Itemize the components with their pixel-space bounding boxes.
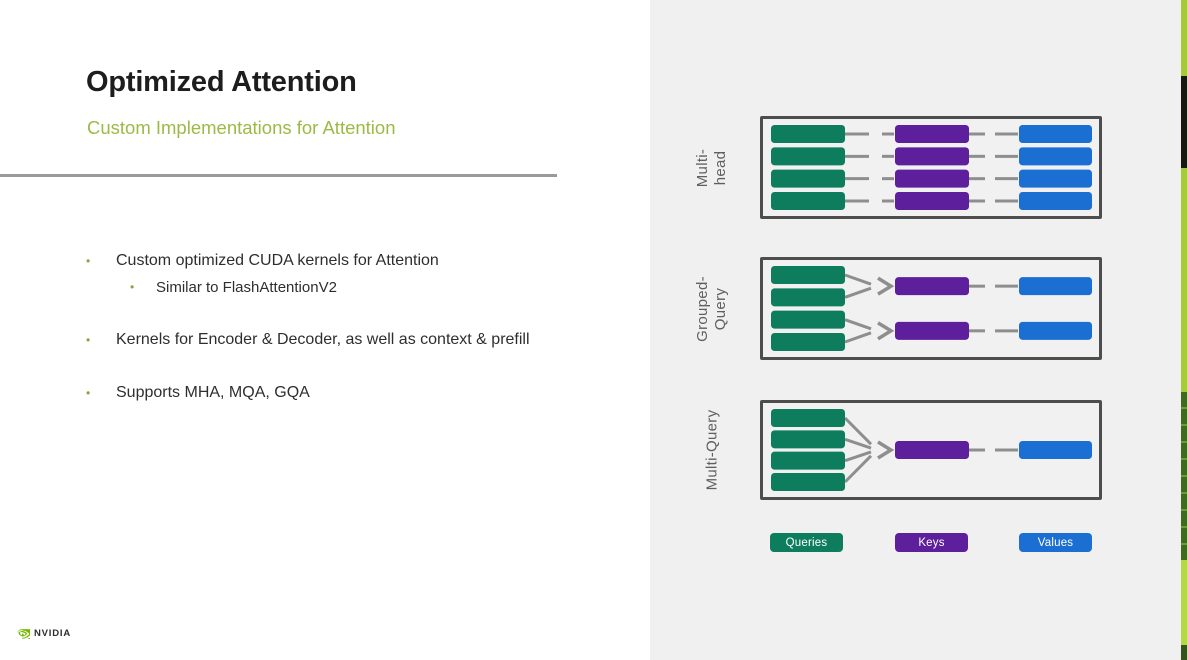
multi-query-box bbox=[760, 400, 1102, 500]
value-bar bbox=[1019, 147, 1092, 166]
query-bar bbox=[771, 430, 845, 449]
bullet-item: • Kernels for Encoder & Decoder, as well … bbox=[86, 330, 626, 350]
divider-line bbox=[0, 174, 557, 177]
diagram-row-multi-query: Multi-Query bbox=[650, 400, 1187, 500]
diagram-row-grouped-query: Grouped- Query bbox=[650, 257, 1187, 360]
legend-queries: Queries bbox=[770, 533, 843, 552]
legend-keys: Keys bbox=[895, 533, 968, 552]
multi-head-box bbox=[760, 116, 1102, 219]
bullet-list: • Custom optimized CUDA kernels for Atten… bbox=[86, 251, 626, 403]
query-bar bbox=[771, 473, 845, 491]
query-bar bbox=[771, 333, 845, 351]
key-bar bbox=[895, 147, 969, 166]
diagram-row-multi-head: Multi- head bbox=[650, 116, 1187, 219]
value-bar bbox=[1019, 169, 1092, 188]
key-bar bbox=[895, 125, 969, 143]
key-bar bbox=[895, 321, 969, 340]
query-bar bbox=[771, 266, 845, 284]
multi-head-diagram bbox=[771, 125, 1092, 210]
arrowhead bbox=[877, 276, 895, 296]
key-bar bbox=[895, 169, 969, 188]
diagram-label-multi-head: Multi- head bbox=[694, 148, 729, 187]
query-bar bbox=[771, 192, 845, 210]
nvidia-eye-icon bbox=[17, 628, 30, 639]
query-bar bbox=[771, 288, 845, 307]
bullet-text: Similar to FlashAttentionV2 bbox=[156, 279, 337, 296]
right-edge-decoration-segments bbox=[1181, 392, 1187, 560]
query-bar bbox=[771, 125, 845, 143]
arrowhead bbox=[877, 321, 895, 341]
legend-values: Values bbox=[1019, 533, 1092, 552]
nvidia-wordmark: NVIDIA bbox=[34, 628, 71, 639]
diagram-label-grouped-query: Grouped- Query bbox=[694, 275, 729, 342]
key-bar bbox=[895, 192, 969, 210]
diagram-label-wrap: Grouped- Query bbox=[668, 257, 756, 360]
query-bar bbox=[771, 147, 845, 166]
bullet-text: Kernels for Encoder & Decoder, as well a… bbox=[116, 331, 530, 348]
query-bar bbox=[771, 310, 845, 329]
bullet-marker: • bbox=[86, 333, 91, 347]
multi-query-diagram bbox=[771, 409, 1092, 491]
bullet-item: • Custom optimized CUDA kernels for Atten… bbox=[86, 251, 626, 271]
bullet-marker: • bbox=[130, 280, 135, 294]
query-bar bbox=[771, 451, 845, 470]
bullet-marker: • bbox=[86, 254, 91, 268]
value-bar bbox=[1019, 441, 1092, 459]
diagram-label-wrap: Multi- head bbox=[668, 116, 756, 219]
diagram-label-multi-query: Multi-Query bbox=[703, 409, 720, 491]
bullet-text: Custom optimized CUDA kernels for Attent… bbox=[116, 252, 439, 269]
arrowhead bbox=[877, 440, 895, 460]
value-bar bbox=[1019, 277, 1092, 296]
key-bar bbox=[895, 441, 969, 459]
value-bar bbox=[1019, 125, 1092, 143]
query-bar bbox=[771, 169, 845, 188]
grouped-query-box bbox=[760, 257, 1102, 360]
bullet-marker: • bbox=[86, 386, 91, 400]
page-title: Optimized Attention bbox=[86, 66, 357, 98]
slide-subtitle: Custom Implementations for Attention bbox=[87, 117, 396, 138]
nvidia-logo: NVIDIA bbox=[17, 628, 71, 639]
grouped-query-diagram bbox=[771, 266, 1092, 351]
bullet-text: Supports MHA, MQA, GQA bbox=[116, 384, 310, 401]
bullet-item: • Supports MHA, MQA, GQA bbox=[86, 383, 626, 403]
value-bar bbox=[1019, 321, 1092, 340]
value-bar bbox=[1019, 192, 1092, 210]
diagram-label-wrap: Multi-Query bbox=[668, 400, 756, 500]
key-bar bbox=[895, 277, 969, 296]
bullet-item: • Similar to FlashAttentionV2 bbox=[130, 278, 626, 297]
right-edge-decoration bbox=[1181, 0, 1187, 660]
query-bar bbox=[771, 409, 845, 427]
diagram-panel: Multi- head Grouped- Query Multi-Query Quer… bbox=[650, 0, 1187, 660]
